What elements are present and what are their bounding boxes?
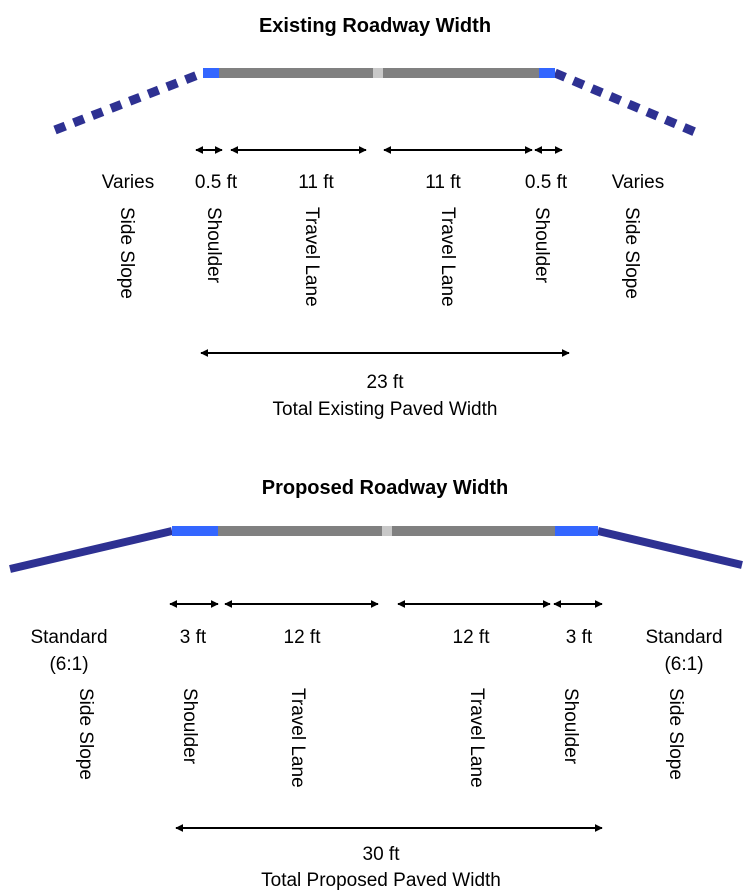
- proposed-left-shoulder: [172, 526, 218, 536]
- proposed-total-label: Total Proposed Paved Width: [261, 870, 501, 891]
- existing-dim-right-slope: Varies: [612, 172, 664, 193]
- proposed-roadway-graphic: [9, 526, 743, 573]
- proposed-dim-right-lane: 12 ft: [453, 627, 491, 648]
- existing-total-value: 23 ft: [367, 372, 405, 393]
- proposed-dimension-labels: Standard (6:1) 3 ft 12 ft 12 ft 3 ft Sta…: [30, 627, 722, 675]
- proposed-dim-right-slope-line1: Standard: [645, 627, 722, 648]
- existing-right-shoulder: [539, 68, 555, 78]
- proposed-right-shoulder: [555, 526, 598, 536]
- existing-dim-left-lane: 11 ft: [298, 172, 334, 193]
- existing-dim-left-shoulder: 0.5 ft: [195, 172, 238, 193]
- proposed-centerline: [382, 526, 392, 536]
- proposed-dim-left-slope-line2: (6:1): [49, 654, 88, 675]
- existing-label-left-shoulder: Shoulder: [203, 207, 224, 284]
- proposed-label-right-side-slope: Side Slope: [665, 688, 686, 780]
- existing-label-left-travel-lane: Travel Lane: [301, 207, 322, 307]
- proposed-label-right-shoulder: Shoulder: [560, 688, 581, 765]
- existing-roadway-graphic: [53, 68, 704, 140]
- proposed-dim-left-shoulder: 3 ft: [180, 627, 207, 648]
- existing-element-labels: Side Slope Shoulder Travel Lane Travel L…: [116, 207, 642, 307]
- proposed-dim-left-slope-line1: Standard: [30, 627, 107, 648]
- proposed-dimension-arrows: [169, 600, 603, 832]
- existing-title: Existing Roadway Width: [259, 15, 491, 37]
- existing-dimension-labels: Varies 0.5 ft 11 ft 11 ft 0.5 ft Varies: [102, 172, 664, 193]
- existing-label-right-shoulder: Shoulder: [531, 207, 552, 284]
- proposed-right-side-slope: [597, 527, 743, 569]
- existing-label-right-side-slope: Side Slope: [621, 207, 642, 299]
- existing-label-right-travel-lane: Travel Lane: [437, 207, 458, 307]
- proposed-left-side-slope: [9, 527, 173, 573]
- existing-label-left-side-slope: Side Slope: [116, 207, 137, 299]
- existing-dimension-arrows: [195, 146, 570, 357]
- existing-total-label: Total Existing Paved Width: [273, 399, 498, 420]
- proposed-element-labels: Side Slope Shoulder Travel Lane Travel L…: [75, 688, 686, 788]
- existing-dim-right-lane: 11 ft: [425, 172, 461, 193]
- proposed-label-left-shoulder: Shoulder: [179, 688, 200, 765]
- existing-dim-right-shoulder: 0.5 ft: [525, 172, 568, 193]
- existing-left-side-slope: [53, 68, 205, 135]
- proposed-label-right-travel-lane: Travel Lane: [466, 688, 487, 788]
- existing-dim-left-slope: Varies: [102, 172, 154, 193]
- proposed-dim-right-slope-line2: (6:1): [664, 654, 703, 675]
- proposed-total-value: 30 ft: [363, 844, 401, 865]
- existing-centerline: [373, 68, 383, 78]
- proposed-dim-right-shoulder: 3 ft: [566, 627, 593, 648]
- proposed-dim-left-lane: 12 ft: [284, 627, 322, 648]
- proposed-label-left-travel-lane: Travel Lane: [287, 688, 308, 788]
- proposed-label-left-side-slope: Side Slope: [75, 688, 96, 780]
- existing-right-side-slope: [553, 68, 704, 140]
- existing-left-shoulder: [203, 68, 219, 78]
- proposed-title: Proposed Roadway Width: [262, 477, 509, 499]
